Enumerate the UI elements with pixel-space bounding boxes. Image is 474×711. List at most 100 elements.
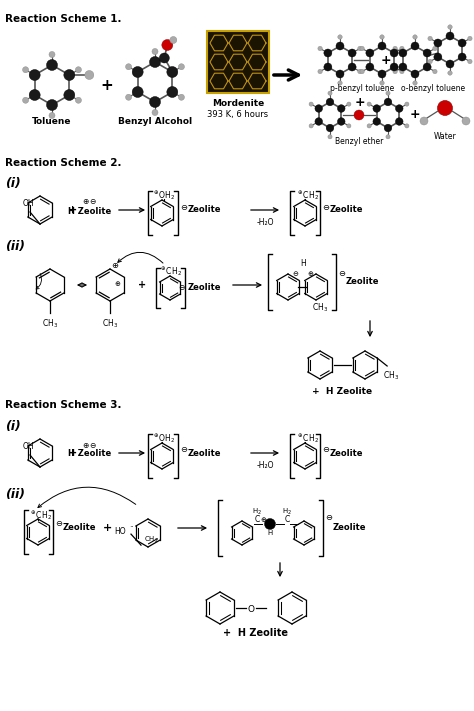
Circle shape bbox=[23, 97, 28, 103]
Circle shape bbox=[390, 49, 398, 57]
Circle shape bbox=[395, 105, 403, 112]
Circle shape bbox=[399, 63, 407, 71]
Text: H: H bbox=[267, 530, 273, 536]
Circle shape bbox=[29, 90, 40, 100]
Text: Zeolite: Zeolite bbox=[188, 449, 221, 457]
Text: CH$_3$: CH$_3$ bbox=[42, 317, 58, 329]
Circle shape bbox=[380, 35, 384, 39]
Text: Toluene: Toluene bbox=[32, 117, 72, 126]
Circle shape bbox=[75, 97, 82, 103]
Circle shape bbox=[132, 87, 143, 97]
Circle shape bbox=[336, 70, 344, 78]
Text: $\oplus\ominus$: $\oplus\ominus$ bbox=[82, 198, 98, 206]
Circle shape bbox=[395, 118, 403, 125]
Text: Zeolite: Zeolite bbox=[188, 284, 221, 292]
Circle shape bbox=[405, 102, 409, 106]
Circle shape bbox=[373, 105, 381, 112]
Text: $\ominus$: $\ominus$ bbox=[338, 269, 346, 279]
Circle shape bbox=[328, 134, 332, 139]
Text: +: + bbox=[68, 448, 78, 458]
Text: $^\oplus$CH$_2$: $^\oplus$CH$_2$ bbox=[28, 510, 52, 523]
Text: Zeolite: Zeolite bbox=[330, 449, 364, 457]
Circle shape bbox=[309, 102, 313, 106]
Circle shape bbox=[378, 70, 386, 78]
Text: o-benzyl toluene: o-benzyl toluene bbox=[401, 84, 465, 93]
Circle shape bbox=[448, 25, 452, 29]
Circle shape bbox=[324, 63, 332, 71]
Circle shape bbox=[413, 81, 417, 85]
Circle shape bbox=[178, 95, 184, 100]
Text: $^\oplus$CH$_2$: $^\oplus$CH$_2$ bbox=[295, 432, 319, 445]
Text: $\oplus$: $\oplus$ bbox=[111, 262, 119, 270]
Text: Zeolite: Zeolite bbox=[333, 523, 366, 533]
Circle shape bbox=[167, 67, 178, 77]
Circle shape bbox=[46, 60, 57, 70]
Text: Zeolite: Zeolite bbox=[188, 205, 221, 215]
Circle shape bbox=[49, 51, 55, 58]
Circle shape bbox=[326, 98, 334, 106]
Circle shape bbox=[428, 36, 432, 41]
Text: $^\oplus$CH$_2$: $^\oplus$CH$_2$ bbox=[158, 266, 182, 279]
Circle shape bbox=[309, 124, 313, 128]
Text: p-benzyl toluene: p-benzyl toluene bbox=[330, 84, 394, 93]
Circle shape bbox=[23, 67, 28, 73]
Text: +: + bbox=[138, 280, 146, 290]
Circle shape bbox=[434, 53, 442, 61]
Text: C: C bbox=[255, 515, 260, 525]
Text: (ii): (ii) bbox=[5, 240, 25, 253]
Text: $\ominus$: $\ominus$ bbox=[180, 203, 188, 211]
Circle shape bbox=[159, 53, 169, 63]
Circle shape bbox=[446, 32, 454, 40]
Text: CH$_3$: CH$_3$ bbox=[312, 302, 328, 314]
Text: Reaction Scheme 1.: Reaction Scheme 1. bbox=[5, 14, 121, 24]
Circle shape bbox=[378, 42, 386, 50]
Circle shape bbox=[423, 49, 431, 57]
Circle shape bbox=[411, 42, 419, 50]
Text: -H₂O: -H₂O bbox=[256, 461, 274, 470]
Text: ··: ·· bbox=[129, 523, 134, 533]
Circle shape bbox=[384, 124, 392, 132]
Text: OH: OH bbox=[22, 199, 34, 208]
Circle shape bbox=[85, 70, 94, 80]
Text: H$_2$: H$_2$ bbox=[282, 507, 292, 517]
Text: $\oplus$: $\oplus$ bbox=[260, 515, 268, 525]
Text: CH$_2$: CH$_2$ bbox=[144, 535, 159, 545]
Text: CH$_3$: CH$_3$ bbox=[102, 317, 118, 329]
Text: Zeolite: Zeolite bbox=[63, 523, 97, 533]
Text: +: + bbox=[100, 77, 113, 92]
Circle shape bbox=[400, 46, 404, 50]
Text: Benzyl Alcohol: Benzyl Alcohol bbox=[118, 117, 192, 126]
Circle shape bbox=[152, 48, 158, 55]
Circle shape bbox=[337, 118, 345, 125]
Text: +: + bbox=[381, 53, 392, 67]
Circle shape bbox=[126, 64, 132, 70]
Circle shape bbox=[367, 102, 371, 106]
Text: +: + bbox=[410, 109, 420, 122]
Circle shape bbox=[462, 117, 470, 125]
Circle shape bbox=[324, 49, 332, 57]
Bar bbox=[207, 31, 269, 93]
Text: Benzyl ether: Benzyl ether bbox=[335, 137, 383, 146]
Circle shape bbox=[152, 109, 158, 115]
Circle shape bbox=[400, 69, 404, 74]
Circle shape bbox=[380, 81, 384, 85]
Circle shape bbox=[326, 124, 334, 132]
Circle shape bbox=[393, 46, 397, 50]
Text: +: + bbox=[355, 97, 365, 109]
Circle shape bbox=[468, 36, 472, 41]
Circle shape bbox=[315, 118, 322, 125]
Circle shape bbox=[328, 91, 332, 95]
Text: $\ominus$: $\ominus$ bbox=[55, 520, 63, 528]
Circle shape bbox=[360, 69, 365, 74]
Circle shape bbox=[338, 81, 342, 85]
Circle shape bbox=[358, 69, 362, 74]
Text: OH: OH bbox=[22, 442, 34, 451]
Circle shape bbox=[433, 69, 437, 74]
Text: $\ominus$: $\ominus$ bbox=[325, 513, 333, 523]
Circle shape bbox=[413, 35, 417, 39]
Text: H: H bbox=[300, 260, 306, 269]
Text: $\ominus$: $\ominus$ bbox=[322, 203, 330, 211]
Circle shape bbox=[336, 42, 344, 50]
Text: $\ominus$: $\ominus$ bbox=[292, 269, 300, 279]
Text: Zeolite: Zeolite bbox=[346, 277, 380, 287]
